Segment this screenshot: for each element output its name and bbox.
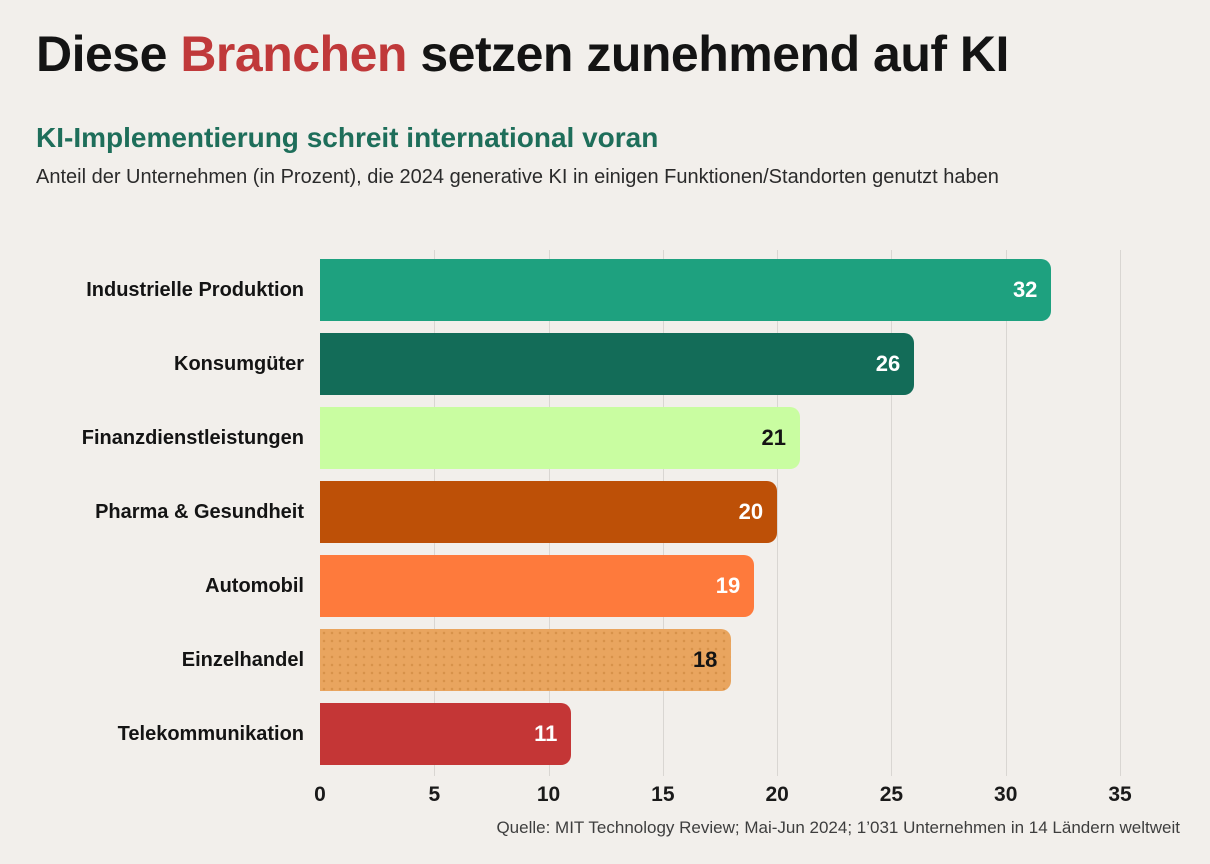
bar-pharma-gesundheit: 20 <box>320 481 778 543</box>
category-label-finanzdienstleistungen: Finanzdienstleistungen <box>81 426 304 449</box>
bar-konsumguter: 26 <box>320 333 915 395</box>
x-tick-0: 0 <box>314 783 326 806</box>
category-label-einzelhandel: Einzelhandel <box>181 648 304 671</box>
x-tick-10: 10 <box>536 783 561 806</box>
category-label-pharma-gesundheit: Pharma & Gesundheit <box>95 500 304 523</box>
bar-value-industrielle-produktion: 32 <box>1012 277 1038 302</box>
bar-value-finanzdienstleistungen: 21 <box>761 425 786 450</box>
gridline-20 <box>777 250 779 776</box>
x-tick-5: 5 <box>428 783 441 806</box>
bar-chart: Industrielle Produktion 32 Konsumgüter 26 Fi… <box>36 250 1180 813</box>
page-title: Diese Branchen setzen zunehmend auf KI <box>36 26 1180 84</box>
bar-value-telekommunikation: 11 <box>534 721 558 746</box>
title-prefix: Diese <box>36 26 181 82</box>
source-note: Quelle: MIT Technology Review; Mai-Jun 2… <box>496 818 1180 837</box>
chart-description: Anteil der Unternehmen (in Prozent), die… <box>36 166 999 188</box>
bar-industrielle-produktion: 32 <box>320 259 1052 321</box>
x-tick-15: 15 <box>651 783 675 806</box>
x-tick-30: 30 <box>994 783 1018 806</box>
bar-automobil: 19 <box>320 555 755 617</box>
bar-einzelhandel: 18 <box>320 629 732 691</box>
title-highlight: Branchen <box>180 26 407 82</box>
x-tick-35: 35 <box>1108 783 1132 806</box>
chart-subtitle: KI-Implementierung schreit international… <box>36 122 659 153</box>
category-label-telekommunikation: Telekommunikation <box>117 722 304 745</box>
gridline-35 <box>1120 250 1121 776</box>
title-suffix: setzen zunehmend auf KI <box>406 26 1009 82</box>
gridline-30 <box>1005 250 1007 776</box>
x-tick-25: 25 <box>879 783 904 806</box>
bar-value-einzelhandel: 18 <box>692 647 718 672</box>
bar-value-konsumguter: 26 <box>875 351 901 376</box>
bar-telekommunikation: 11 <box>320 703 572 765</box>
bar-value-pharma-gesundheit: 20 <box>738 499 764 524</box>
category-label-konsumguter: Konsumgüter <box>174 352 304 375</box>
category-label-industrielle-produktion: Industrielle Produktion <box>86 278 304 301</box>
bar-value-automobil: 19 <box>715 573 741 598</box>
gridline-25 <box>891 250 893 776</box>
category-label-automobil: Automobil <box>205 574 304 597</box>
bar-finanzdienstleistungen: 21 <box>320 407 800 469</box>
x-tick-20: 20 <box>765 783 789 806</box>
